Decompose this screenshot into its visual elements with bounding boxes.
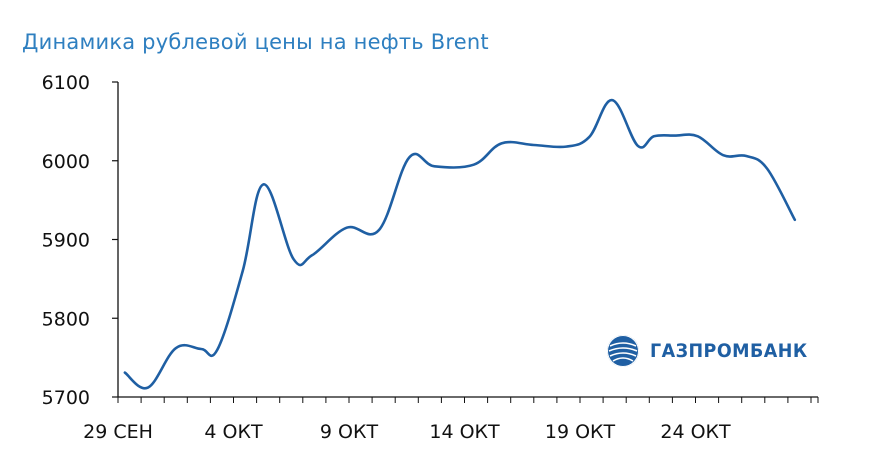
gazprombank-globe-icon <box>607 335 639 367</box>
x-tick-label: 9 ОКТ <box>320 421 379 443</box>
x-tick-label: 19 ОКТ <box>545 421 616 443</box>
x-tick-label: 24 ОКТ <box>660 421 731 443</box>
series-line <box>123 98 797 390</box>
x-tick-label: 29 СЕН <box>83 421 153 443</box>
y-tick-label: 5900 <box>42 230 90 252</box>
gazprombank-logo: ГАЗПРОМБАНК <box>606 334 821 368</box>
x-tick-label: 4 ОКТ <box>204 421 263 443</box>
chart-title: Динамика рублевой цены на нефть Brent <box>22 30 489 54</box>
x-tick-label: 14 ОКТ <box>429 421 500 443</box>
y-tick-label: 5800 <box>42 308 90 330</box>
y-tick-label: 6100 <box>42 72 90 94</box>
y-tick-label: 5700 <box>42 387 90 409</box>
gazprombank-logo-text: ГАЗПРОМБАНК <box>650 340 808 362</box>
y-tick-label: 6000 <box>42 151 90 173</box>
